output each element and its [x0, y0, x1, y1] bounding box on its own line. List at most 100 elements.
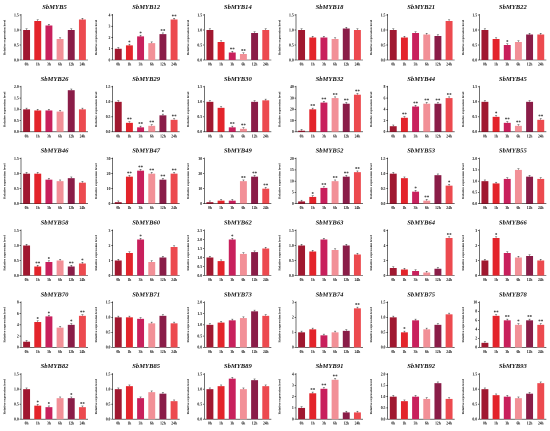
x-tick-label: 1h [311, 350, 315, 354]
x-tick-label: 0h [483, 350, 487, 354]
x-tick-label: 0h [300, 278, 304, 282]
bar [389, 268, 397, 276]
x-tick-label: 12h [527, 422, 533, 426]
significance-mark: ** [413, 102, 419, 107]
significance-mark: ** [172, 169, 178, 174]
y-tick-label: 0.5 [381, 406, 386, 410]
bar [251, 311, 259, 348]
x-tick-label: 12h [160, 63, 166, 67]
significance-mark: ** [321, 384, 327, 389]
y-tick-label: 1.0 [472, 100, 477, 104]
x-tick-label: 0h [300, 350, 304, 354]
x-tick-label: 3h [230, 278, 234, 282]
y-tick-label: 0.5 [472, 115, 477, 119]
y-tick-label: 1.0 [381, 316, 386, 320]
x-tick-label: 0h [116, 134, 120, 138]
x-tick-label: 24h [80, 350, 86, 354]
y-tick-label: 0.5 [197, 402, 202, 406]
panel-title: SbMYB30 [224, 76, 253, 83]
y-tick-label: 1.5 [14, 372, 19, 376]
x-tick-label: 24h [80, 422, 86, 426]
x-tick-label: 12h [68, 63, 74, 67]
significance-mark: * [81, 259, 84, 264]
y-tick-label: 0 [475, 274, 477, 278]
bar [262, 100, 270, 132]
bar [503, 178, 511, 204]
x-tick-label: 6h [333, 350, 337, 354]
x-tick-label: 3h [47, 422, 51, 426]
panel-title: SbMYB63 [316, 220, 345, 227]
y-axis-label: Relative expression level [186, 307, 190, 342]
bar [78, 315, 86, 348]
panel-title: SbMYB21 [407, 4, 435, 11]
y-tick-label: 0.5 [14, 43, 19, 47]
bar [239, 128, 247, 132]
bar [262, 248, 270, 276]
y-tick-label: 10 [198, 187, 202, 191]
bar [23, 173, 31, 204]
bar [526, 393, 534, 420]
x-tick-label: 6h [150, 350, 154, 354]
y-tick-label: 4 [292, 372, 294, 376]
x-tick-label: 3h [47, 134, 51, 138]
y-tick-label: 2 [109, 36, 111, 40]
significance-mark: ** [355, 168, 361, 173]
x-tick-label: 6h [150, 206, 154, 210]
x-tick-label: 3h [414, 350, 418, 354]
y-tick-label: 0.5 [14, 402, 19, 406]
y-tick-label: 6 [384, 96, 386, 100]
bar [353, 94, 361, 132]
x-tick-label: 1h [494, 134, 498, 138]
bar [481, 101, 489, 132]
x-tick-label: 12h [252, 350, 258, 354]
bar [206, 202, 214, 204]
x-tick-label: 6h [517, 422, 521, 426]
panel-title: SbMYB58 [41, 220, 70, 227]
x-tick-label: 12h [527, 206, 533, 210]
bar [228, 320, 236, 348]
bar [298, 245, 306, 276]
y-tick-label: 0.0 [106, 417, 111, 421]
bar [514, 169, 522, 204]
x-tick-label: 6h [333, 278, 337, 282]
y-tick-label: 0.5 [106, 402, 111, 406]
panel-title: SbMYB12 [132, 4, 161, 11]
bar [423, 398, 431, 420]
significance-mark: * [403, 328, 406, 333]
x-tick-label: 1h [311, 63, 315, 67]
bar [114, 48, 122, 60]
y-tick-label: 0 [17, 346, 19, 350]
bar [148, 173, 156, 204]
y-tick-label: 2.0 [14, 85, 19, 89]
bar [34, 173, 42, 204]
significance-mark: ** [355, 304, 361, 309]
x-tick-label: 0h [116, 350, 120, 354]
y-tick-label: 0.0 [289, 274, 294, 278]
x-tick-label: 12h [435, 134, 441, 138]
y-tick-label: 1.0 [14, 387, 19, 391]
x-tick-label: 24h [80, 134, 86, 138]
bar [78, 109, 86, 132]
y-tick-label: 1.0 [106, 100, 111, 104]
x-tick-label: 24h [446, 134, 452, 138]
bar [114, 202, 122, 204]
bar [45, 110, 53, 132]
x-tick-label: 3h [505, 278, 509, 282]
y-tick-label: 0 [109, 202, 111, 206]
y-tick-label: 1.0 [197, 387, 202, 391]
significance-mark: ** [505, 118, 511, 123]
bar [78, 19, 86, 60]
x-tick-label: 24h [171, 350, 177, 354]
x-tick-label: 3h [230, 422, 234, 426]
y-axis-label: Relative expression level [461, 163, 465, 198]
x-tick-label: 0h [208, 63, 212, 67]
x-tick-label: 1h [36, 134, 40, 138]
y-tick-label: 2 [475, 244, 477, 248]
bar [262, 30, 270, 60]
bar [434, 383, 442, 420]
bar [228, 239, 236, 276]
y-tick-label: 1.0 [289, 28, 294, 32]
x-tick-label: 3h [322, 422, 326, 426]
x-tick-label: 6h [58, 206, 62, 210]
x-tick-label: 24h [263, 278, 269, 282]
